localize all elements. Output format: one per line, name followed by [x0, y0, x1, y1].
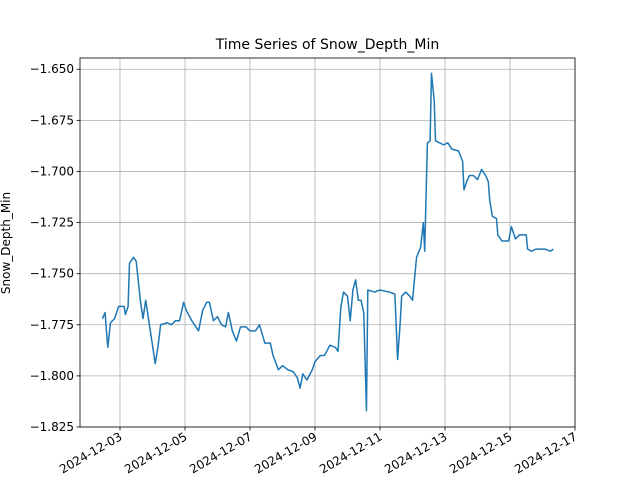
- y-tick-label: −1.725: [30, 216, 74, 230]
- y-axis-label: Snow_Depth_Min: [0, 192, 13, 294]
- y-tick-label: −1.675: [30, 113, 74, 127]
- chart-title: Time Series of Snow_Depth_Min: [215, 37, 439, 53]
- plot-frame: [79, 57, 576, 428]
- y-tick-label: −1.750: [30, 267, 74, 281]
- y-tick-label: −1.825: [30, 420, 74, 434]
- line-series: [101, 72, 554, 412]
- y-tick-label: −1.775: [30, 318, 74, 332]
- y-tick-label: −1.650: [30, 62, 74, 76]
- y-tick-label: −1.700: [30, 164, 74, 178]
- y-tick-label: −1.800: [30, 369, 74, 383]
